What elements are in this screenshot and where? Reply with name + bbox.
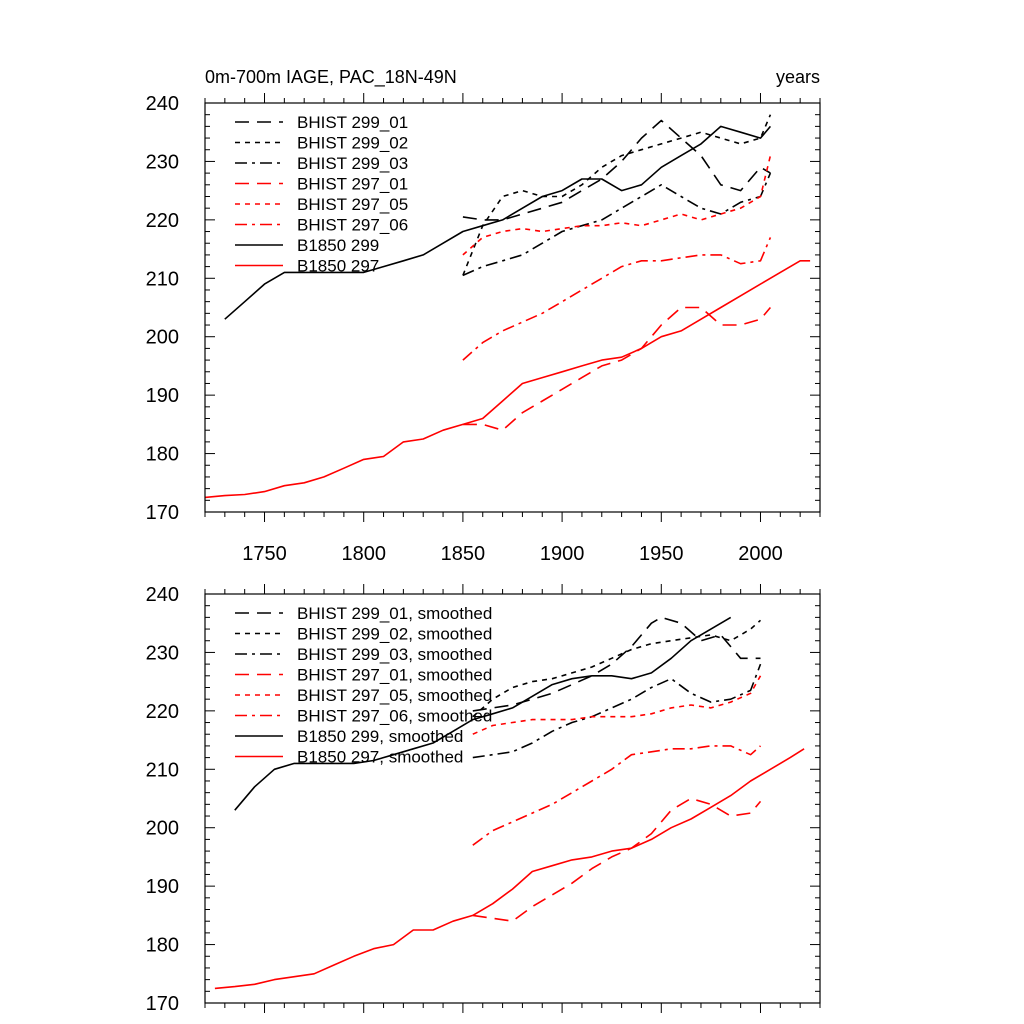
x-tick-label: 1800 (341, 543, 386, 565)
series-line-7 (214, 748, 805, 990)
legend-entry-1: BHIST 299_02 (297, 134, 408, 153)
y-tick-label: 230 (146, 151, 179, 173)
series-group (214, 616, 805, 990)
series-line-4 (472, 675, 762, 735)
legend-entry-6: B1850 299, smoothed (297, 727, 463, 746)
chart-title: 0m-700m IAGE, PAC_18N-49N (205, 67, 457, 88)
x-tick-label: 1750 (242, 543, 287, 565)
panel-bottom: 170 180 190 200 210 220 230 240 BHIST 299_01, sm… (146, 584, 821, 1015)
series-line-1 (472, 619, 762, 718)
legend-entry-6: B1850 299 (297, 236, 379, 255)
y-tick-label: 220 (146, 210, 179, 232)
chart-units: years (776, 67, 820, 87)
series-line-2 (462, 172, 772, 277)
panel-top: 170 180 190 200 210 220 230 240 1750 1800 1850 1900… (146, 67, 821, 565)
legend-entry-5: BHIST 297_06 (297, 216, 408, 235)
series-line-3 (472, 797, 762, 923)
y-tick-label: 210 (146, 268, 179, 290)
x-tick-label: 2000 (738, 543, 783, 565)
y-tick-label: 170 (146, 993, 179, 1015)
legend: BHIST 299_01, smoothed BHIST 299_02, smoo… (235, 604, 492, 767)
legend-entry-7: B1850 297 (297, 257, 379, 276)
y-tick-label: 200 (146, 818, 179, 840)
series-line-7 (205, 259, 811, 499)
series-line-2 (472, 663, 762, 759)
series-group (205, 114, 811, 499)
plot-frame (204, 102, 821, 513)
legend-entry-0: BHIST 299_01, smoothed (297, 604, 492, 623)
y-tick-label: 230 (146, 642, 179, 664)
series-line-5 (462, 237, 772, 361)
series-line-3 (462, 306, 772, 432)
legend-entry-2: BHIST 299_03, smoothed (297, 645, 492, 664)
series-line-5 (472, 745, 762, 846)
legend-entry-4: BHIST 297_05, smoothed (297, 686, 492, 705)
series-line-6 (234, 616, 732, 811)
y-tick-label: 190 (146, 876, 179, 898)
legend-entry-5: BHIST 297_06, smoothed (297, 707, 492, 726)
x-tick-label: 1850 (441, 543, 486, 565)
y-tick-label: 240 (146, 93, 179, 115)
series-line-4 (462, 155, 772, 256)
y-tick-label: 240 (146, 584, 179, 606)
plot-frame (204, 593, 821, 1004)
x-tick-label: 1950 (639, 543, 684, 565)
series-line-0 (472, 616, 761, 712)
y-tick-label: 180 (146, 935, 179, 957)
y-tick-label: 220 (146, 701, 179, 723)
y-tick-label: 200 (146, 327, 179, 349)
legend-entry-1: BHIST 299_02, smoothed (297, 625, 492, 644)
legend-entry-3: BHIST 297_01 (297, 175, 408, 194)
x-tick-label: 1900 (540, 543, 585, 565)
y-tick-label: 210 (146, 759, 179, 781)
legend-entry-7: B1850 297, smoothed (297, 748, 463, 767)
legend-entry-2: BHIST 299_03 (297, 154, 408, 173)
series-line-0 (462, 119, 771, 221)
legend-entry-3: BHIST 297_01, smoothed (297, 666, 492, 685)
legend-entry-4: BHIST 297_05 (297, 195, 408, 214)
y-tick-label: 180 (146, 444, 179, 466)
y-tick-label: 190 (146, 385, 179, 407)
series-line-6 (224, 125, 772, 320)
series-line-1 (462, 114, 772, 276)
legend-entry-0: BHIST 299_01 (297, 113, 408, 132)
y-tick-label: 170 (146, 502, 179, 524)
